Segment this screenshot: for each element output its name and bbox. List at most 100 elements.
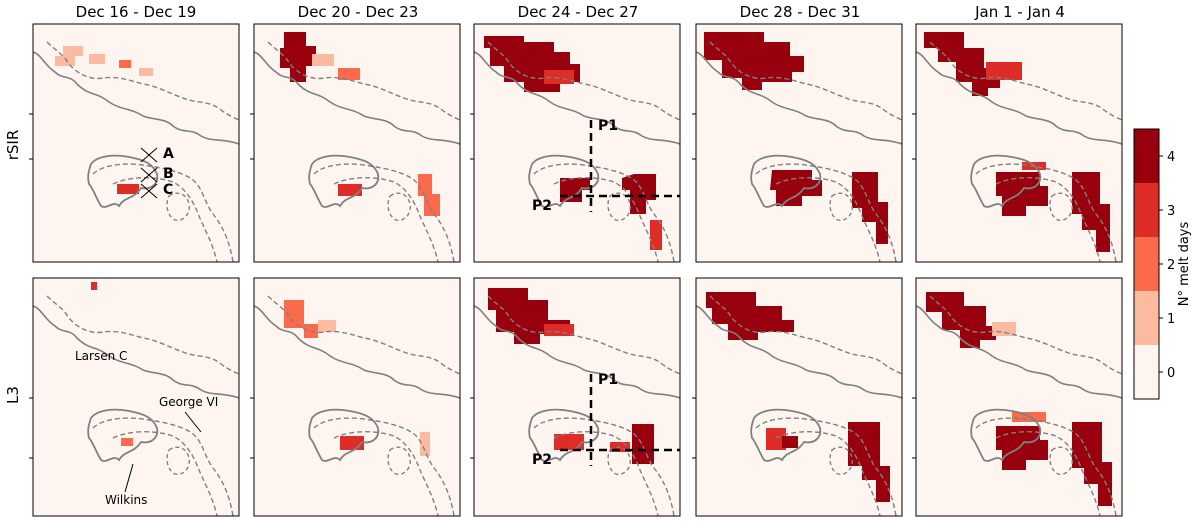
shelf-boundary	[755, 163, 897, 262]
column-title-1: Dec 16 - Dec 19	[76, 3, 197, 21]
profile-label-p1: P1	[598, 118, 618, 134]
shelf-boundary	[975, 417, 1117, 516]
shelf-boundary	[46, 295, 239, 375]
panel-frame	[32, 277, 240, 517]
island-outline	[308, 154, 380, 208]
melt-cell-cluster	[338, 184, 362, 196]
profile-label-p2: P2	[532, 452, 552, 468]
melt-cell-cluster	[766, 428, 786, 450]
panel-content	[474, 36, 680, 262]
melt-cell-cluster	[554, 434, 584, 450]
panel-frame	[32, 23, 240, 263]
panel-frame	[473, 277, 681, 517]
panel-frame	[695, 277, 903, 517]
melt-cell-cluster	[704, 32, 804, 90]
melt-cell-cluster	[1072, 172, 1110, 252]
shelf-boundary	[775, 431, 881, 516]
melt-cell-cluster	[926, 292, 996, 348]
coastline	[474, 51, 680, 145]
point-marker	[140, 167, 158, 183]
melt-cell-cluster	[139, 68, 153, 76]
shelf-boundary	[487, 295, 680, 375]
panel-frame	[915, 23, 1123, 263]
panel-content	[916, 32, 1122, 262]
melt-cell-cluster	[544, 324, 574, 336]
region-label-wilkins: Wilkins	[105, 493, 147, 507]
shelf-boundary	[112, 177, 218, 262]
island-outline	[387, 446, 411, 475]
panel-content	[696, 292, 902, 516]
shelf-boundary	[533, 417, 675, 516]
arrow	[124, 463, 134, 493]
colorbar: 0 1 2 3 4	[1133, 128, 1175, 400]
melt-cell-cluster	[119, 60, 131, 68]
map-panel-l3-4	[692, 277, 903, 517]
panel-content	[33, 282, 239, 516]
coastline	[916, 305, 1122, 399]
map-panel-l3-3: P1 P2	[470, 277, 681, 517]
colorbar-segment-3	[1134, 183, 1159, 237]
melt-cell-cluster	[312, 54, 334, 66]
island-outline	[87, 408, 159, 462]
shelf-boundary	[112, 431, 218, 516]
island-outline	[750, 154, 822, 208]
map-panel-rsir-4	[692, 23, 903, 263]
melt-cell-cluster	[992, 322, 1016, 336]
colorbar-segment-2	[1134, 237, 1159, 291]
island-outline	[1049, 446, 1073, 475]
colorbar-tick-label-2: 2	[1167, 258, 1175, 273]
melt-cell-cluster	[121, 438, 133, 446]
melt-cell-cluster	[338, 68, 360, 80]
melt-cell-cluster	[420, 432, 430, 456]
melt-cell-cluster	[770, 170, 822, 206]
shelf-boundary	[46, 41, 239, 121]
panel-content	[254, 295, 460, 516]
shelf-boundary	[333, 431, 439, 516]
panel-frame	[253, 23, 461, 263]
profile-label-p2: P2	[532, 198, 552, 214]
arrow	[184, 411, 202, 433]
melt-cell-cluster	[924, 32, 1000, 96]
column-title-5: Jan 1 - Jan 4	[974, 3, 1065, 21]
melt-cell-cluster	[848, 422, 890, 502]
melt-cell-cluster	[284, 300, 318, 338]
panel-content	[33, 41, 239, 262]
panel-content	[474, 288, 680, 516]
shelf-boundary	[929, 41, 1122, 121]
point-label: B	[163, 166, 174, 182]
coastline	[254, 51, 460, 145]
shelf-boundary	[929, 295, 1122, 375]
point-label: A	[163, 146, 174, 162]
shelf-boundary	[487, 41, 680, 121]
panel-content	[254, 32, 460, 262]
melt-cell-cluster	[280, 32, 316, 82]
melt-cell-cluster	[1072, 422, 1112, 506]
island-outline	[166, 192, 190, 221]
coastline	[33, 51, 239, 145]
region-label-george: George VI	[159, 395, 218, 409]
island-outline	[750, 408, 822, 462]
profile-label-p1: P1	[598, 372, 618, 388]
island-outline	[166, 446, 190, 475]
melt-cell-cluster	[650, 220, 662, 250]
melt-cell-cluster	[91, 282, 97, 290]
melt-cell-cluster	[632, 424, 654, 464]
panel-frame	[695, 23, 903, 263]
coastline	[696, 305, 902, 399]
panel-content	[696, 32, 902, 262]
map-panel-rsir-3: P1 P2	[470, 23, 681, 263]
panel-frame	[253, 277, 461, 517]
coastline	[254, 305, 460, 399]
point-marker	[140, 147, 158, 163]
shelf-boundary	[995, 177, 1101, 262]
melt-cell-cluster	[852, 172, 888, 244]
island-outline	[387, 192, 411, 221]
melt-cell-cluster	[418, 174, 440, 216]
shelf-boundary	[92, 417, 234, 516]
shelf-boundary	[975, 163, 1117, 262]
colorbar-tick-label-0: 0	[1167, 366, 1175, 381]
row-label-l3: L3	[4, 386, 22, 404]
island-outline	[607, 192, 631, 221]
shelf-boundary	[313, 417, 455, 516]
island-outline	[829, 446, 853, 475]
